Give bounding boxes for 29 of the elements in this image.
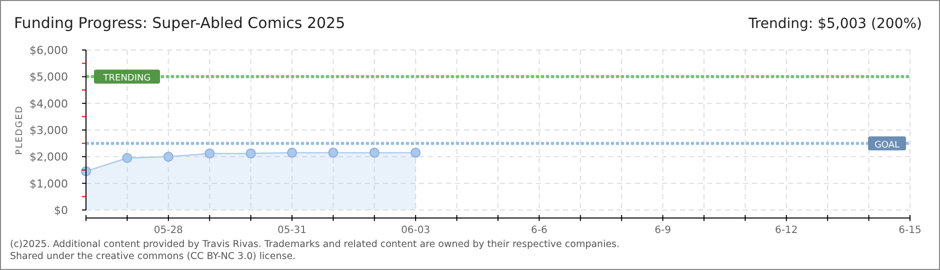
- point: [204, 148, 215, 158]
- y-axis-title: PLEDGED: [15, 105, 25, 155]
- ref-line-label: TRENDING: [102, 74, 151, 84]
- point: [369, 148, 380, 158]
- y-tick-label: $2,000: [30, 150, 68, 164]
- x-tick-label: 05-28: [154, 225, 183, 236]
- text: (c)2025. Additional content provided by Travis Rivas. Trademarks and related content are owned by their respective companies.: [10, 239, 620, 250]
- x-tick-label: 6-9: [654, 225, 671, 236]
- text: Shared under the creative commons (CC BY-NC 3.0) license.: [10, 251, 296, 262]
- text: Trending: $5,003 (200%): [747, 16, 922, 32]
- x-tick-label: 6-12: [775, 225, 798, 236]
- point: [287, 148, 297, 158]
- y-tick-label: $3,000: [30, 124, 68, 137]
- point: [410, 148, 421, 158]
- x-tick-label: 05-31: [277, 225, 307, 236]
- y-tick-label: $6,000: [30, 44, 68, 57]
- y-tick-label: $5,000: [30, 70, 68, 84]
- x-tick-label: 6-6: [531, 225, 548, 236]
- point: [246, 148, 256, 158]
- x-tick-label: 06-03: [401, 225, 430, 236]
- point: [328, 148, 338, 158]
- point: [163, 152, 174, 162]
- chart-title: Funding Progress: Super-Abled Comics 2025: [14, 14, 346, 32]
- y-tick-label: $1,000: [30, 177, 68, 190]
- y-tick-label: $4,000: [30, 97, 68, 110]
- x-tick-label: 6-15: [898, 225, 922, 236]
- point: [122, 153, 132, 163]
- ref-line-label: GOAL: [874, 140, 900, 150]
- y-tick-label: $0: [54, 204, 68, 217]
